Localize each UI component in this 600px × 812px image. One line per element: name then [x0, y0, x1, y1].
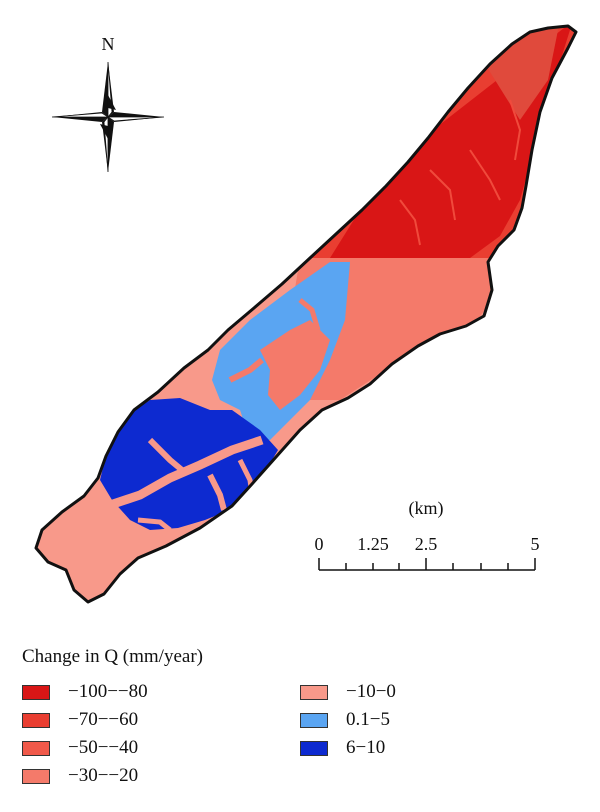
legend: −100−−80 −70−−60 −50−−40 −30−−20 −10−0 0… [22, 680, 582, 800]
legend-item-2: −70−−60 [22, 708, 138, 732]
legend-item-6: 0.1−5 [300, 708, 390, 732]
north-label: N [102, 34, 115, 54]
legend-swatch-6 [300, 712, 328, 728]
legend-label-2: −70−−60 [68, 709, 139, 730]
legend-swatch-2 [22, 712, 50, 728]
scale-tick-label-2-5: 2.5 [415, 534, 438, 554]
legend-swatch-7 [300, 740, 328, 756]
legend-swatch-3 [22, 740, 50, 756]
scale-unit-label: (km) [409, 498, 444, 519]
legend-item-3: −50−−40 [22, 736, 138, 760]
legend-label-5: −10−0 [346, 681, 396, 702]
legend-title: Change in Q (mm/year) [22, 646, 203, 667]
legend-item-5: −10−0 [300, 680, 396, 704]
legend-swatch-1 [22, 684, 50, 700]
north-arrow-icon [51, 61, 165, 173]
scale-tick-label-5: 5 [531, 534, 540, 554]
legend-label-6: 0.1−5 [346, 709, 390, 730]
legend-swatch-4 [22, 768, 50, 784]
legend-label-1: −100−−80 [68, 681, 148, 702]
legend-label-7: 6−10 [346, 737, 386, 758]
scale-tick-label-1-25: 1.25 [357, 534, 389, 554]
scale-bar: (km) 0 1.25 2.5 5 [315, 498, 540, 571]
basin-outline [34, 24, 578, 604]
legend-item-7: 6−10 [300, 736, 385, 760]
legend-item-4: −30−−20 [22, 764, 138, 788]
legend-label-4: −30−−20 [68, 765, 139, 786]
legend-item-1: −100−−80 [22, 680, 148, 704]
legend-label-3: −50−−40 [68, 737, 139, 758]
scale-tick-label-0: 0 [315, 534, 324, 554]
legend-swatch-5 [300, 684, 328, 700]
